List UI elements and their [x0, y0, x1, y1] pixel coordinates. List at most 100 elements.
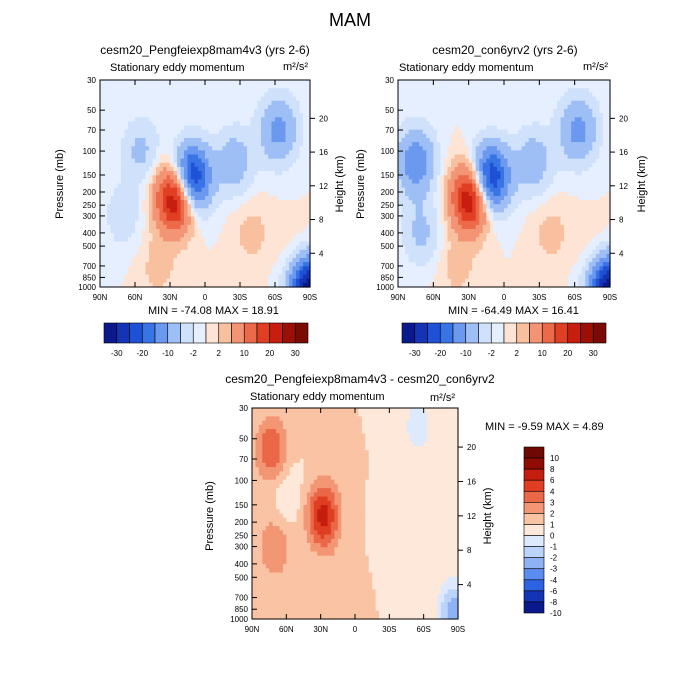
heatmap-cell: [215, 108, 220, 114]
heatmap-cell: [240, 179, 245, 185]
heatmap-cell: [194, 262, 199, 267]
heatmap-cell: [581, 191, 586, 197]
heatmap-cell: [194, 166, 199, 172]
heatmap-cell: [201, 270, 206, 276]
heatmap-cell: [303, 129, 308, 135]
panel1-left-string: Stationary eddy momentum: [110, 62, 245, 74]
heatmap-cell: [574, 80, 579, 85]
heatmap-cell: [564, 84, 569, 89]
heatmap-cell: [440, 104, 445, 110]
heatmap-cell: [166, 108, 171, 114]
heatmap-cell: [250, 113, 255, 118]
heatmap-cell: [472, 133, 477, 139]
heatmap-cell: [419, 121, 424, 127]
heatmap-cell: [131, 258, 136, 263]
heatmap-cell: [496, 195, 502, 201]
heatmap-cell: [208, 220, 213, 226]
heatmap-cell: [163, 179, 168, 185]
colorbar-label: -20: [136, 349, 148, 358]
heatmap-cell: [100, 142, 105, 147]
heatmap-cell: [191, 270, 196, 276]
heatmap-cell: [156, 104, 161, 110]
heatmap-cell: [135, 179, 140, 185]
heatmap-cell: [426, 187, 431, 193]
heatmap-cell: [472, 113, 477, 118]
heatmap-cell: [254, 237, 259, 243]
heatmap-cell: [429, 158, 434, 164]
heatmap-cell: [138, 113, 143, 118]
heatmap-cell: [212, 100, 217, 106]
heatmap-cell: [468, 162, 473, 168]
heatmap-cell: [166, 80, 171, 85]
heatmap-cell: [602, 142, 608, 147]
heatmap-cell: [289, 220, 294, 226]
heatmap-cell: [268, 96, 273, 102]
heatmap-cell: [236, 233, 241, 238]
heatmap-cell: [110, 88, 115, 94]
heatmap-cell: [447, 117, 452, 122]
heatmap-cell: [433, 175, 438, 180]
heatmap-cell: [504, 96, 509, 102]
heatmap-cell: [243, 253, 248, 259]
heatmap-cell: [518, 133, 523, 139]
heatmap-cell: [306, 278, 311, 284]
heatmap-cell: [275, 241, 280, 247]
heatmap-cell: [581, 154, 586, 160]
heatmap-cell: [486, 142, 491, 147]
heatmap-cell: [205, 245, 210, 251]
heatmap-cell: [401, 146, 406, 151]
heatmap-cell: [264, 204, 269, 209]
heatmap-cell: [114, 266, 119, 272]
heatmap-cell: [599, 187, 604, 193]
heatmap-cell: [163, 88, 168, 94]
heatmap-cell: [518, 208, 523, 214]
heatmap-cell: [110, 142, 115, 147]
heatmap-cell: [285, 274, 290, 280]
heatmap-cell: [226, 162, 231, 168]
heatmap-cell: [408, 137, 413, 143]
heatmap-cell: [236, 245, 241, 251]
heatmap-cell: [525, 129, 530, 135]
heatmap-cell: [219, 125, 224, 131]
heatmap-cell: [578, 142, 583, 147]
heatmap-cell: [156, 150, 161, 156]
heatmap-cell: [156, 142, 161, 147]
heatmap-cell: [447, 195, 452, 201]
heatmap-cell: [299, 104, 304, 110]
heatmap-cell: [163, 241, 168, 247]
heatmap-cell: [574, 113, 579, 118]
heatmap-cell: [264, 216, 269, 222]
heatmap-cell: [173, 117, 178, 122]
heatmap-cell: [275, 195, 280, 201]
heatmap-cell: [581, 121, 586, 127]
heatmap-cell: [285, 125, 290, 131]
heatmap-cell: [440, 200, 445, 205]
heatmap-cell: [222, 278, 227, 284]
heatmap-cell: [306, 117, 311, 122]
heatmap-cell: [124, 137, 129, 143]
heatmap-cell: [299, 108, 304, 114]
heatmap-cell: [268, 125, 273, 131]
heatmap-cell: [212, 125, 217, 131]
heatmap-cell: [177, 179, 182, 185]
heatmap-cell: [422, 84, 427, 89]
heatmap-cell: [131, 171, 136, 176]
heatmap-cell: [398, 187, 403, 193]
heatmap-cell: [278, 216, 283, 222]
heatmap-cell: [408, 117, 413, 122]
heatmap-cell: [511, 96, 516, 102]
heatmap-cell: [184, 229, 189, 234]
heatmap-cell: [170, 220, 175, 226]
heatmap-cell: [240, 166, 245, 172]
heatmap-cell: [152, 158, 157, 164]
heatmap-cell: [243, 216, 248, 222]
heatmap-cell: [131, 262, 136, 267]
heatmap-cell: [138, 175, 143, 180]
heatmap-cell: [429, 191, 434, 197]
heatmap-cell: [261, 100, 266, 106]
heatmap-cell: [585, 108, 590, 114]
heatmap-cell: [581, 200, 586, 205]
heatmap-cell: [247, 282, 252, 288]
heatmap-cell: [145, 212, 150, 218]
heatmap-cell: [415, 154, 420, 160]
